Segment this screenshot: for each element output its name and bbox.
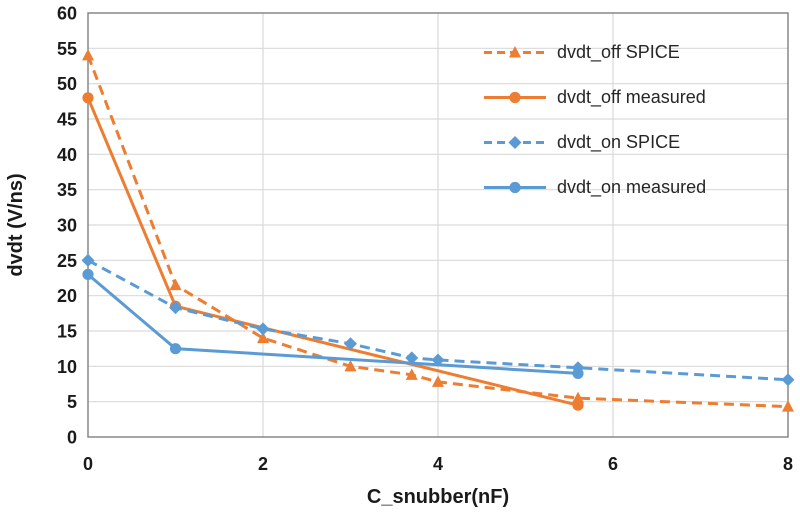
legend-label: dvdt_off measured — [557, 87, 706, 107]
legend-item-dvdt-off-measured: dvdt_off measured — [482, 75, 706, 120]
diamond-marker-icon — [344, 337, 357, 351]
y-tick-label: 20 — [57, 286, 77, 306]
diamond-marker-icon — [169, 301, 182, 315]
series-dvdt_off-spice — [82, 48, 794, 412]
triangle-marker-icon — [405, 368, 418, 380]
triangle-marker-icon — [572, 391, 584, 404]
y-tick-label: 15 — [57, 322, 77, 342]
legend-item-dvdt-on-measured: dvdt_on measured — [482, 165, 706, 210]
y-tick-label: 40 — [57, 145, 77, 165]
x-tick-label: 6 — [608, 454, 618, 474]
y-tick-label: 0 — [67, 428, 77, 448]
diamond-marker-icon — [781, 373, 795, 387]
plot-border — [87, 12, 789, 438]
y-tick-label: 50 — [57, 74, 77, 94]
x-axis-title: C_snubber(nF) — [367, 486, 509, 508]
triangle-marker-icon — [344, 359, 357, 372]
series-line — [87, 273, 579, 375]
triangle-marker-icon — [509, 46, 521, 58]
x-tick-label: 2 — [258, 454, 268, 474]
circle-marker-icon — [509, 91, 521, 104]
diamond-marker-icon — [405, 351, 419, 365]
chart-legend: dvdt_off SPICE dvdt_off measured dvdt_on… — [482, 30, 706, 210]
legend-label: dvdt_on SPICE — [557, 132, 681, 152]
legend-label: dvdt_off SPICE — [557, 42, 680, 62]
y-tick-label: 30 — [57, 216, 77, 236]
legend-label: dvdt_on measured — [557, 177, 707, 197]
y-tick-label: 5 — [67, 392, 77, 412]
series-dvdt_on-measured — [82, 268, 584, 379]
circle-marker-icon — [82, 268, 94, 281]
legend-sample-dashed-triangle-icon — [484, 46, 546, 58]
x-tick-label: 8 — [783, 454, 793, 474]
triangle-marker-icon — [169, 278, 182, 291]
series-line — [87, 259, 789, 382]
triangle-marker-icon — [257, 331, 269, 344]
circle-marker-icon — [82, 92, 94, 104]
y-tick-label: 60 — [57, 4, 77, 24]
y-tick-label: 45 — [57, 110, 77, 130]
legend-sample-solid-circle-icon — [484, 91, 546, 104]
y-tick-label: 10 — [57, 357, 77, 377]
y-tick-label: 55 — [57, 39, 77, 59]
circle-marker-icon — [169, 343, 182, 355]
y-tick-label: 25 — [57, 251, 77, 271]
diamond-marker-icon — [81, 253, 95, 267]
legend-item-dvdt-on-spice: dvdt_on SPICE — [482, 120, 706, 165]
x-tick-label: 4 — [433, 454, 443, 474]
x-tick-label: 0 — [83, 454, 93, 474]
circle-marker-icon — [509, 181, 521, 194]
legend-item-dvdt-off-spice: dvdt_off SPICE — [482, 30, 706, 75]
circle-marker-icon — [572, 367, 584, 379]
y-axis-title: dvdt (V/ns) — [5, 173, 27, 276]
diamond-marker-icon — [508, 136, 522, 149]
triangle-marker-icon — [432, 375, 444, 387]
y-tick-label: 35 — [57, 180, 77, 200]
legend-sample-solid-circle-icon — [484, 181, 546, 194]
triangle-marker-icon — [82, 48, 94, 61]
circle-marker-icon — [572, 399, 584, 411]
series-line — [86, 54, 789, 409]
legend-sample-dashed-diamond-icon — [484, 136, 546, 149]
triangle-marker-icon — [782, 400, 794, 412]
diamond-marker-icon — [256, 322, 270, 336]
